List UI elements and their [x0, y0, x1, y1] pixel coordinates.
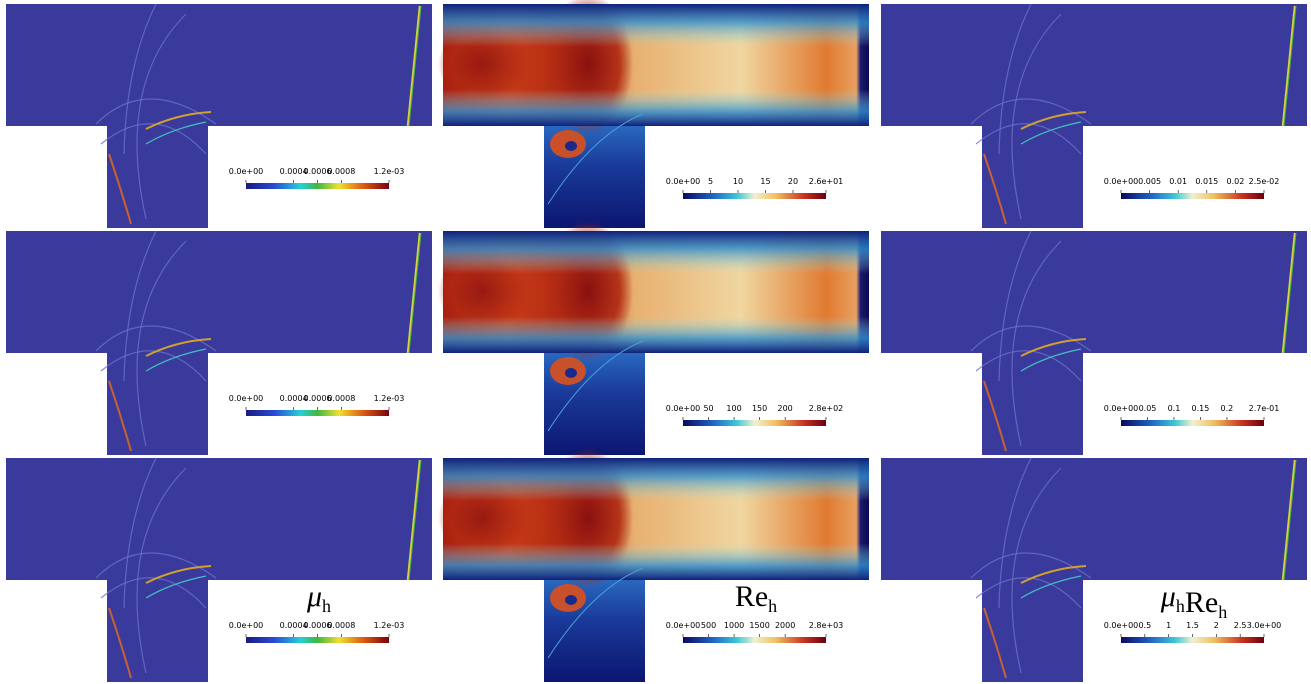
colorbar-label: 0.02 [1226, 177, 1244, 186]
colorbar [246, 183, 389, 189]
colorbar-label: 0.0e+00 [666, 404, 701, 413]
field [881, 458, 1307, 682]
colorbar-label: 10 [733, 177, 743, 186]
colorbar-label: 0.0e+00 [229, 167, 264, 176]
colorbar-label: 1500 [749, 621, 769, 630]
wall-layer [443, 4, 869, 126]
colorbar-label: 2000 [775, 621, 795, 630]
panel-title: μhReh [1160, 580, 1227, 622]
colorbar-label: 2.8e+02 [809, 404, 844, 413]
swirl-core [565, 368, 577, 378]
panel: 0.0e+0050 100 150 200 2.8e+02 [438, 221, 869, 455]
colorbar-label: 0.005 [1138, 177, 1161, 186]
wall-layer [443, 458, 869, 580]
colorbar-label: 0.0e+00 [666, 621, 701, 630]
colorbar-label: 0.2 [1221, 404, 1234, 413]
title-subscript: h [322, 596, 331, 616]
colorbar-label: 5 [708, 177, 713, 186]
colorbar-label: 2.5e-02 [1249, 177, 1280, 186]
title-symbol: μ [1160, 580, 1176, 613]
colorbar-label: 0.0e+00 [1104, 404, 1139, 413]
colorbar-label: 0.0e+00 [1104, 621, 1139, 630]
colorbar-label: 2.6e+01 [809, 177, 844, 186]
colorbar [683, 420, 826, 426]
colorbar-label: 1000 [724, 621, 744, 630]
colorbar-label: 0.5 [1138, 621, 1151, 630]
colorbar [683, 637, 826, 643]
colorbar-label: 2.5 [1234, 621, 1247, 630]
colorbar-label: 0.0e+00 [1104, 177, 1139, 186]
colorbar-label: 2.8e+03 [809, 621, 844, 630]
title-subscript: h [1176, 596, 1185, 616]
colorbar-label: 100 [726, 404, 741, 413]
colorbar-label: 150 [752, 404, 767, 413]
colorbar-label: 0.1 [1168, 404, 1181, 413]
colorbar-label: 3.0e+00 [1247, 621, 1282, 630]
swirl-core [565, 141, 577, 151]
colorbar-label: 1.2e-03 [374, 621, 405, 630]
colorbar-label: 200 [778, 404, 793, 413]
colorbar-label: 1 [1166, 621, 1171, 630]
colorbar-label: 50 [703, 404, 713, 413]
colorbar [1121, 420, 1264, 426]
title-symbol: Re [735, 580, 768, 613]
panel-title: Reh [735, 580, 777, 616]
colorbar-label: 2 [1214, 621, 1219, 630]
colorbar-label: 0.0e+00 [229, 394, 264, 403]
title-subscript: h [1218, 602, 1227, 622]
colorbar-label: 1.2e-03 [374, 167, 405, 176]
field [6, 231, 432, 455]
colorbar [683, 193, 826, 199]
title-symbol: Re [1185, 586, 1218, 619]
colorbar-label: 500 [701, 621, 716, 630]
colorbar-label: 1.2e-03 [374, 394, 405, 403]
colorbar [1121, 193, 1264, 199]
colorbar-label: 0.0008 [327, 394, 355, 403]
colorbar-label: 0.0e+00 [666, 177, 701, 186]
colorbar-label: 0.0008 [327, 621, 355, 630]
colorbar-label: 1.5 [1186, 621, 1199, 630]
wall-layer [443, 231, 869, 353]
panel: 0.0e+00 5 10 15 20 2.6e+01 [438, 0, 869, 228]
field [6, 4, 432, 228]
swirl-core [565, 595, 577, 605]
colorbar-label: 0.0008 [327, 167, 355, 176]
colorbar-label: 0.015 [1195, 177, 1218, 186]
figure: 0.0e+000.00040.00060.00081.2e-030.0e+005… [0, 0, 1311, 684]
colorbar-label: 15 [760, 177, 770, 186]
colorbar [1121, 637, 1264, 643]
panel-title: μh [306, 580, 331, 616]
colorbar-label: 0.0e+00 [229, 621, 264, 630]
colorbar-label: 0.05 [1139, 404, 1157, 413]
field [6, 458, 432, 682]
colorbar [246, 410, 389, 416]
colorbar-label: 20 [788, 177, 798, 186]
colorbar-label: 0.01 [1169, 177, 1187, 186]
title-subscript: h [768, 596, 777, 616]
title-symbol: μ [306, 580, 322, 613]
colorbar [246, 637, 389, 643]
colorbar-label: 2.7e-01 [1249, 404, 1280, 413]
colorbar-label: 0.15 [1192, 404, 1210, 413]
